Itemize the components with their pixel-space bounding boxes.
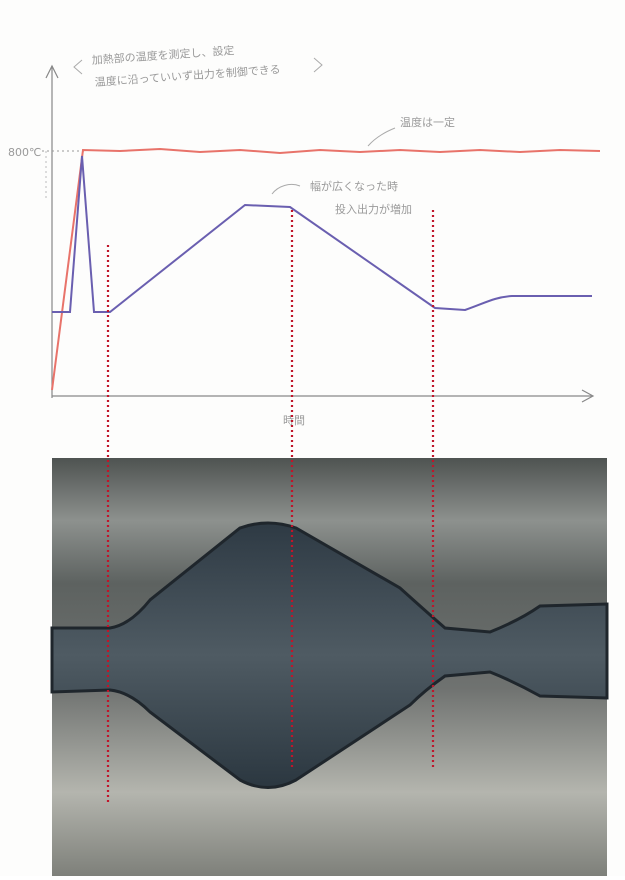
- y-axis-arrow: [45, 64, 59, 79]
- bracket-left: [73, 59, 83, 75]
- x-axis-label: 時間: [283, 414, 305, 427]
- width-note: 幅が広くなった時: [310, 179, 398, 193]
- temperature-label: 800℃: [8, 146, 41, 159]
- pointer: [271, 183, 301, 195]
- output-curve: [52, 155, 592, 313]
- width-note: 投入出力が増加: [335, 202, 412, 216]
- photo-part: [50, 521, 609, 789]
- temperature-note: 温度は一定: [400, 115, 455, 129]
- temperature-curve: [51, 147, 601, 391]
- bracket-right: [313, 57, 323, 73]
- x-axis-arrow: [581, 389, 595, 403]
- pointer: [367, 127, 396, 147]
